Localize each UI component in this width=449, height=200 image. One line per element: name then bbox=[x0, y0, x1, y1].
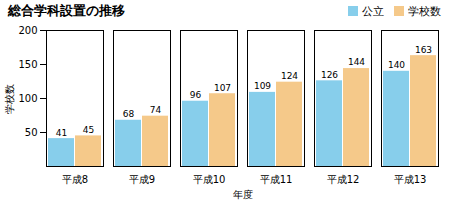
svg-text:68: 68 bbox=[123, 109, 135, 119]
svg-text:学校数: 学校数 bbox=[4, 84, 15, 114]
svg-text:96: 96 bbox=[190, 90, 202, 100]
svg-text:41: 41 bbox=[56, 128, 67, 138]
svg-text:平成9: 平成9 bbox=[129, 174, 155, 185]
html-text:学校数: 学校数 bbox=[408, 4, 441, 18]
svg-text:平成10: 平成10 bbox=[193, 174, 226, 185]
svg-text:126: 126 bbox=[321, 70, 338, 80]
html-text:公立: 公立 bbox=[362, 4, 384, 18]
html-text:総合学科設置の推移: 総合学科設置の推移 bbox=[8, 3, 125, 18]
svg-text:平成11: 平成11 bbox=[260, 174, 293, 185]
svg-text:150: 150 bbox=[18, 59, 37, 70]
svg-text:年度: 年度 bbox=[233, 189, 253, 200]
svg-text:144: 144 bbox=[348, 57, 365, 67]
svg-text:163: 163 bbox=[415, 45, 432, 55]
svg-text:107: 107 bbox=[214, 83, 231, 93]
svg-text:平成13: 平成13 bbox=[394, 174, 427, 185]
svg-text:109: 109 bbox=[254, 81, 271, 91]
svg-text:50: 50 bbox=[25, 127, 38, 138]
svg-text:100: 100 bbox=[18, 93, 37, 104]
svg-text:140: 140 bbox=[388, 60, 405, 70]
svg-text:124: 124 bbox=[281, 71, 298, 81]
svg-text:平成12: 平成12 bbox=[327, 174, 360, 185]
svg-text:200: 200 bbox=[18, 25, 37, 36]
svg-text:平成8: 平成8 bbox=[62, 174, 88, 185]
svg-text:74: 74 bbox=[150, 105, 162, 115]
svg-text:45: 45 bbox=[83, 125, 94, 135]
